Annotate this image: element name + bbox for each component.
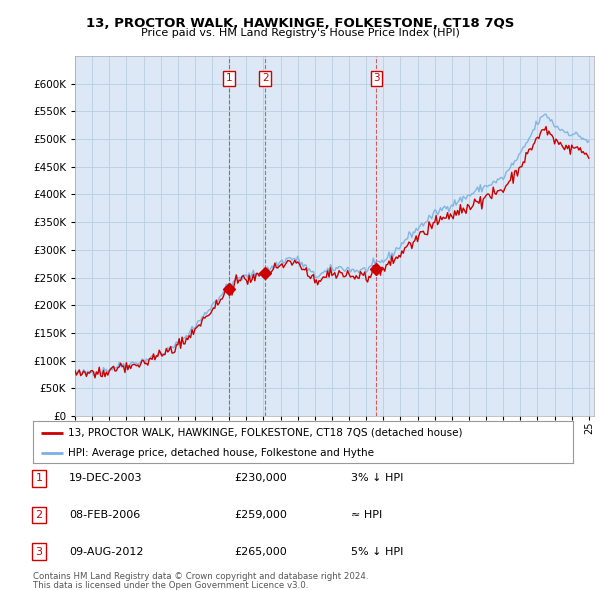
Text: 1: 1 xyxy=(226,73,232,83)
Text: Price paid vs. HM Land Registry's House Price Index (HPI): Price paid vs. HM Land Registry's House … xyxy=(140,28,460,38)
Text: 3: 3 xyxy=(373,73,380,83)
Text: £230,000: £230,000 xyxy=(234,473,287,483)
Text: HPI: Average price, detached house, Folkestone and Hythe: HPI: Average price, detached house, Folk… xyxy=(68,448,374,457)
Text: £265,000: £265,000 xyxy=(234,546,287,556)
Text: £259,000: £259,000 xyxy=(234,510,287,520)
Text: This data is licensed under the Open Government Licence v3.0.: This data is licensed under the Open Gov… xyxy=(33,581,308,590)
Text: 2: 2 xyxy=(262,73,268,83)
Text: 3% ↓ HPI: 3% ↓ HPI xyxy=(351,473,403,483)
Text: 3: 3 xyxy=(35,546,43,556)
Text: Contains HM Land Registry data © Crown copyright and database right 2024.: Contains HM Land Registry data © Crown c… xyxy=(33,572,368,581)
Text: 19-DEC-2003: 19-DEC-2003 xyxy=(69,473,143,483)
Text: 5% ↓ HPI: 5% ↓ HPI xyxy=(351,546,403,556)
Text: 09-AUG-2012: 09-AUG-2012 xyxy=(69,546,143,556)
Text: 13, PROCTOR WALK, HAWKINGE, FOLKESTONE, CT18 7QS (detached house): 13, PROCTOR WALK, HAWKINGE, FOLKESTONE, … xyxy=(68,428,463,438)
Text: 1: 1 xyxy=(35,473,43,483)
Text: 13, PROCTOR WALK, HAWKINGE, FOLKESTONE, CT18 7QS: 13, PROCTOR WALK, HAWKINGE, FOLKESTONE, … xyxy=(86,17,514,30)
Text: 2: 2 xyxy=(35,510,43,520)
Text: ≈ HPI: ≈ HPI xyxy=(351,510,382,520)
Text: 08-FEB-2006: 08-FEB-2006 xyxy=(69,510,140,520)
